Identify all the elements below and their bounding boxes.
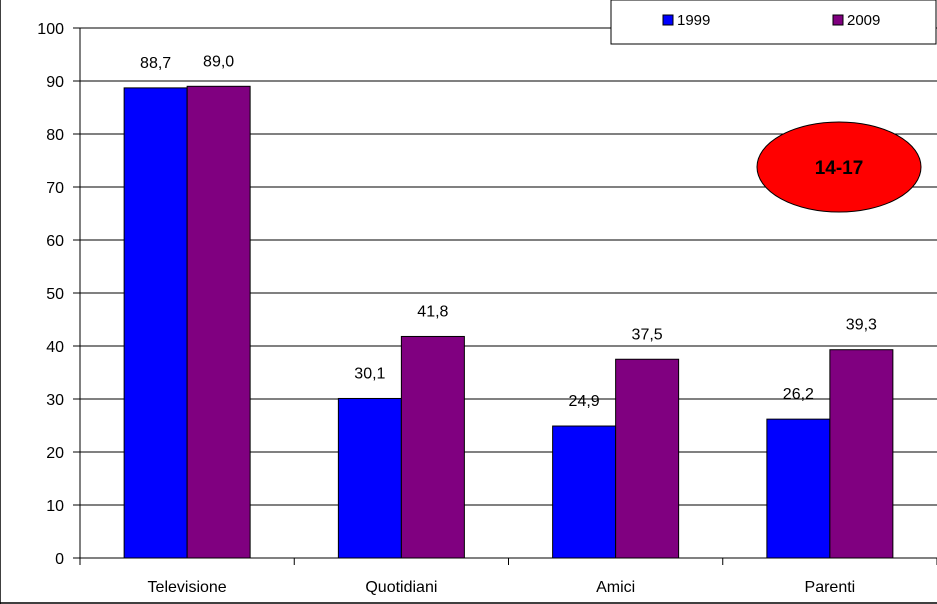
legend-box — [610, 0, 937, 45]
badge-label: 14-17 — [815, 158, 864, 179]
bar — [552, 425, 617, 559]
y-tick-label: 50 — [46, 286, 64, 303]
bar-value-label: 88,7 — [140, 55, 171, 72]
y-axis: 0 10 20 30 40 50 60 70 80 90 100 — [37, 21, 81, 568]
data-labels: 88,7 89,0 30,1 41,8 24,9 37,5 26,2 39,3 — [140, 53, 877, 410]
bar — [186, 85, 251, 559]
x-tick-label: Televisione — [148, 579, 227, 596]
x-tick-label: Parenti — [805, 579, 856, 596]
bar — [766, 418, 831, 559]
y-tick-label: 100 — [37, 21, 64, 38]
y-tick-label: 30 — [46, 392, 64, 409]
badge-ellipse — [756, 121, 922, 213]
y-tick-label: 0 — [55, 551, 64, 568]
legend-swatch — [832, 14, 844, 26]
bar-value-label: 30,1 — [354, 365, 385, 382]
y-tick-label: 20 — [46, 445, 64, 462]
bar-value-label: 26,2 — [783, 386, 814, 403]
bar — [615, 358, 680, 559]
x-axis: Televisione Quotidiani Amici Parenti — [79, 557, 937, 596]
bar — [400, 335, 465, 559]
legend-label: 1999 — [677, 12, 710, 29]
annotation-badge: 14-17 — [756, 121, 922, 213]
y-tick-label: 10 — [46, 498, 64, 515]
x-tick-label: Quotidiani — [365, 579, 437, 596]
bar — [123, 87, 188, 559]
bar-value-label: 24,9 — [569, 393, 600, 410]
bar — [829, 349, 894, 559]
y-tick-label: 70 — [46, 180, 64, 197]
legend: 1999 2009 — [610, 0, 937, 45]
y-tick-label: 90 — [46, 74, 64, 91]
bar-value-label: 37,5 — [632, 326, 663, 343]
y-tick-label: 80 — [46, 127, 64, 144]
bar-value-label: 39,3 — [846, 317, 877, 334]
bar-value-label: 41,8 — [417, 303, 448, 320]
x-tick-label: Amici — [596, 579, 635, 596]
y-tick-label: 40 — [46, 339, 64, 356]
bar — [337, 397, 402, 559]
legend-label: 2009 — [847, 12, 880, 29]
bar-value-label: 89,0 — [203, 53, 234, 70]
bars — [123, 85, 894, 559]
y-tick-label: 60 — [46, 233, 64, 250]
legend-swatch — [662, 14, 674, 26]
